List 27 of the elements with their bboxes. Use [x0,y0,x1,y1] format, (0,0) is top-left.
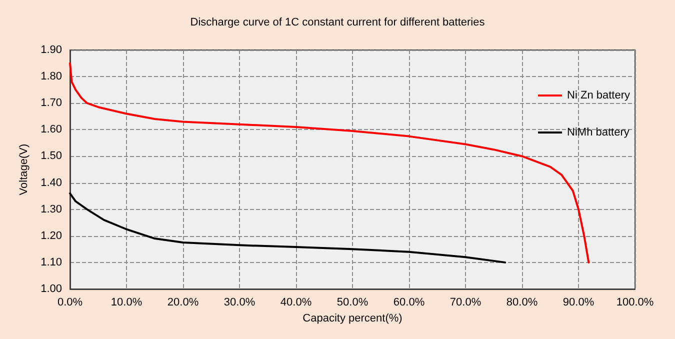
y-tick-label: 1.50 [40,150,62,162]
y-tick-label: 1.70 [40,97,62,110]
x-tick-label: 70.0% [450,296,482,308]
y-tick-label: 1.80 [40,70,62,83]
y-tick-label: 1.10 [40,256,62,268]
line-series [69,192,506,264]
x-tick-label: 40.0% [280,296,312,308]
y-tick-label: 1.30 [40,203,62,216]
x-tick-label: 50.0% [336,296,368,308]
x-tick-label: 80.0% [506,296,538,308]
legend-label: Ni Zn battery [567,90,630,102]
chart-title: Discharge curve of 1C constant current for different batteries [190,16,486,28]
x-tick-label: 100.0% [616,296,654,308]
y-tick-label: 1.00 [40,283,62,295]
x-tick-label: 20.0% [167,296,199,308]
y-tick-label: 1.20 [40,230,62,242]
x-tick-label: 90.0% [562,296,594,308]
x-tick-label: 30.0% [224,296,256,308]
x-axis-title: Capacity percent(%) [302,312,402,324]
x-tick-label: 0.0% [57,296,83,308]
y-axis-title: Voltage(V) [18,144,30,196]
x-tick-label: 10.0% [110,296,142,308]
x-tick-label: 60.0% [393,296,425,308]
y-tick-label: 1.90 [40,44,62,56]
y-tick-label: 1.40 [40,176,62,189]
legend-label: NiMh battery [567,126,630,138]
y-tick-label: 1.60 [40,124,62,136]
